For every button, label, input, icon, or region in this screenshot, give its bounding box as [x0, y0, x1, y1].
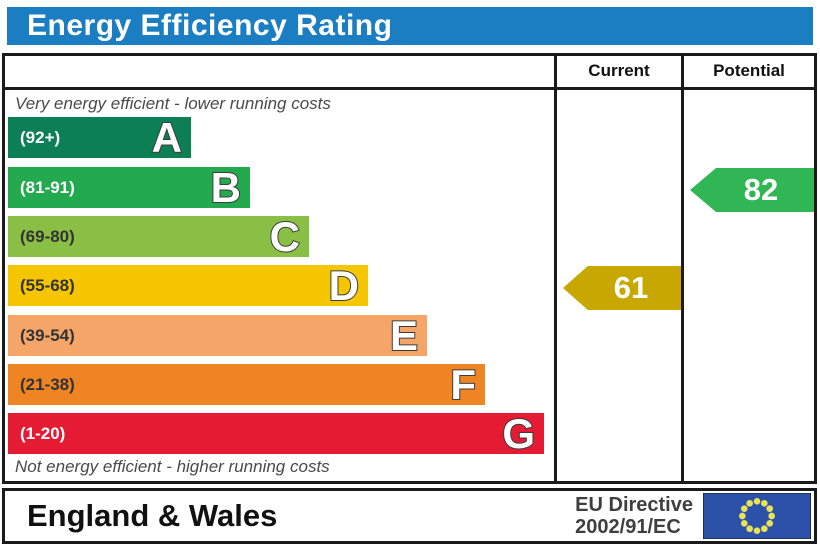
band-c: (69-80) C: [8, 213, 309, 260]
band-e: (39-54) E: [8, 312, 427, 359]
band-d-range: (55-68): [20, 275, 75, 295]
potential-rating-value: 82: [743, 172, 779, 207]
band-d: (55-68) D: [8, 262, 368, 309]
rating-table: Current Potential Very energy efficient …: [2, 53, 817, 484]
eu-flag-icon: [703, 493, 811, 539]
band-b-letter: B: [210, 164, 242, 211]
current-column-divider: [554, 56, 557, 481]
page-title: Energy Efficiency Rating: [27, 9, 393, 42]
band-g-range: (1-20): [20, 423, 66, 443]
band-f-range: (21-38): [20, 374, 75, 394]
band-g: (1-20) G: [8, 410, 544, 457]
region-label: England & Wales: [27, 498, 278, 533]
band-a-letter: A: [151, 114, 183, 161]
eu-directive-line2: 2002/91/EC: [575, 516, 681, 538]
band-e-letter: E: [389, 312, 419, 359]
header-bottom-border: [5, 87, 814, 90]
band-a: (92+) A: [8, 114, 191, 161]
top-caption: Very energy efficient - lower running co…: [15, 94, 331, 113]
footer: England & Wales EU Directive 2002/91/EC: [2, 488, 817, 544]
current-column-header: Current: [588, 61, 650, 80]
current-rating-value: 61: [613, 270, 649, 305]
bottom-caption: Not energy efficient - higher running co…: [15, 457, 330, 476]
potential-column-divider: [681, 56, 684, 481]
band-c-range: (69-80): [20, 226, 75, 246]
band-b-range: (81-91): [20, 177, 75, 197]
band-e-range: (39-54): [20, 325, 75, 345]
band-f: (21-38) F: [8, 361, 485, 408]
potential-column-header: Potential: [713, 61, 785, 80]
band-g-letter: G: [501, 410, 536, 457]
band-a-range: (92+): [20, 127, 61, 147]
band-d-letter: D: [328, 262, 360, 309]
potential-rating-arrow: 82: [690, 168, 814, 212]
title-bar: Energy Efficiency Rating: [7, 7, 813, 45]
band-f-letter: F: [449, 361, 477, 408]
band-b: (81-91) B: [8, 164, 250, 211]
eu-directive-line1: EU Directive: [575, 494, 693, 516]
band-c-letter: C: [269, 213, 301, 260]
current-rating-arrow: 61: [563, 266, 681, 310]
eu-directive-label: EU Directive 2002/91/EC: [575, 494, 693, 538]
